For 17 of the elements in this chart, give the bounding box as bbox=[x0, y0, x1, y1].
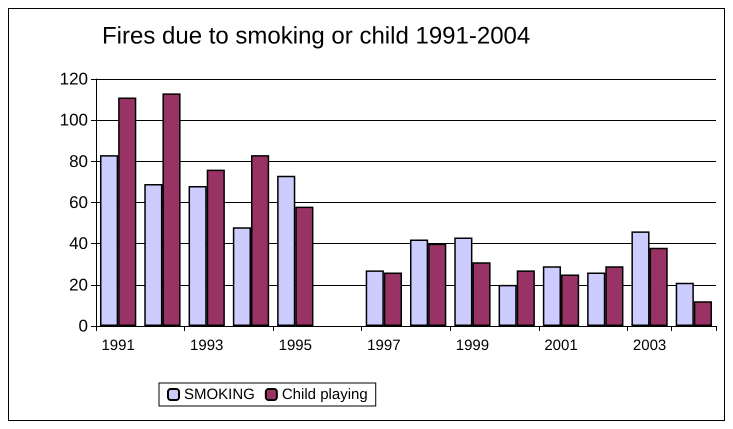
x-tick-label: 1991 bbox=[101, 337, 135, 354]
chart-title: Fires due to smoking or child 1991-2004 bbox=[102, 22, 530, 50]
legend-label: SMOKING bbox=[184, 386, 255, 403]
x-tick-label: 1997 bbox=[367, 337, 401, 354]
y-tick-label: 100 bbox=[60, 110, 88, 130]
x-tick-label: 1993 bbox=[190, 337, 224, 354]
y-tick-label: 40 bbox=[69, 234, 88, 254]
x-tick-label: 1995 bbox=[278, 337, 312, 354]
y-tick-label: 20 bbox=[69, 275, 88, 294]
x-tick-label: 1999 bbox=[456, 337, 490, 354]
y-tick-label: 120 bbox=[60, 70, 88, 88]
y-tick-label: 60 bbox=[69, 193, 88, 212]
y-tick-label: 0 bbox=[78, 316, 88, 336]
x-tick-label: 2003 bbox=[632, 337, 666, 354]
y-tick-label: 80 bbox=[69, 152, 88, 171]
x-tick-label: 2001 bbox=[544, 337, 578, 354]
legend-label: Child playing bbox=[282, 386, 368, 403]
